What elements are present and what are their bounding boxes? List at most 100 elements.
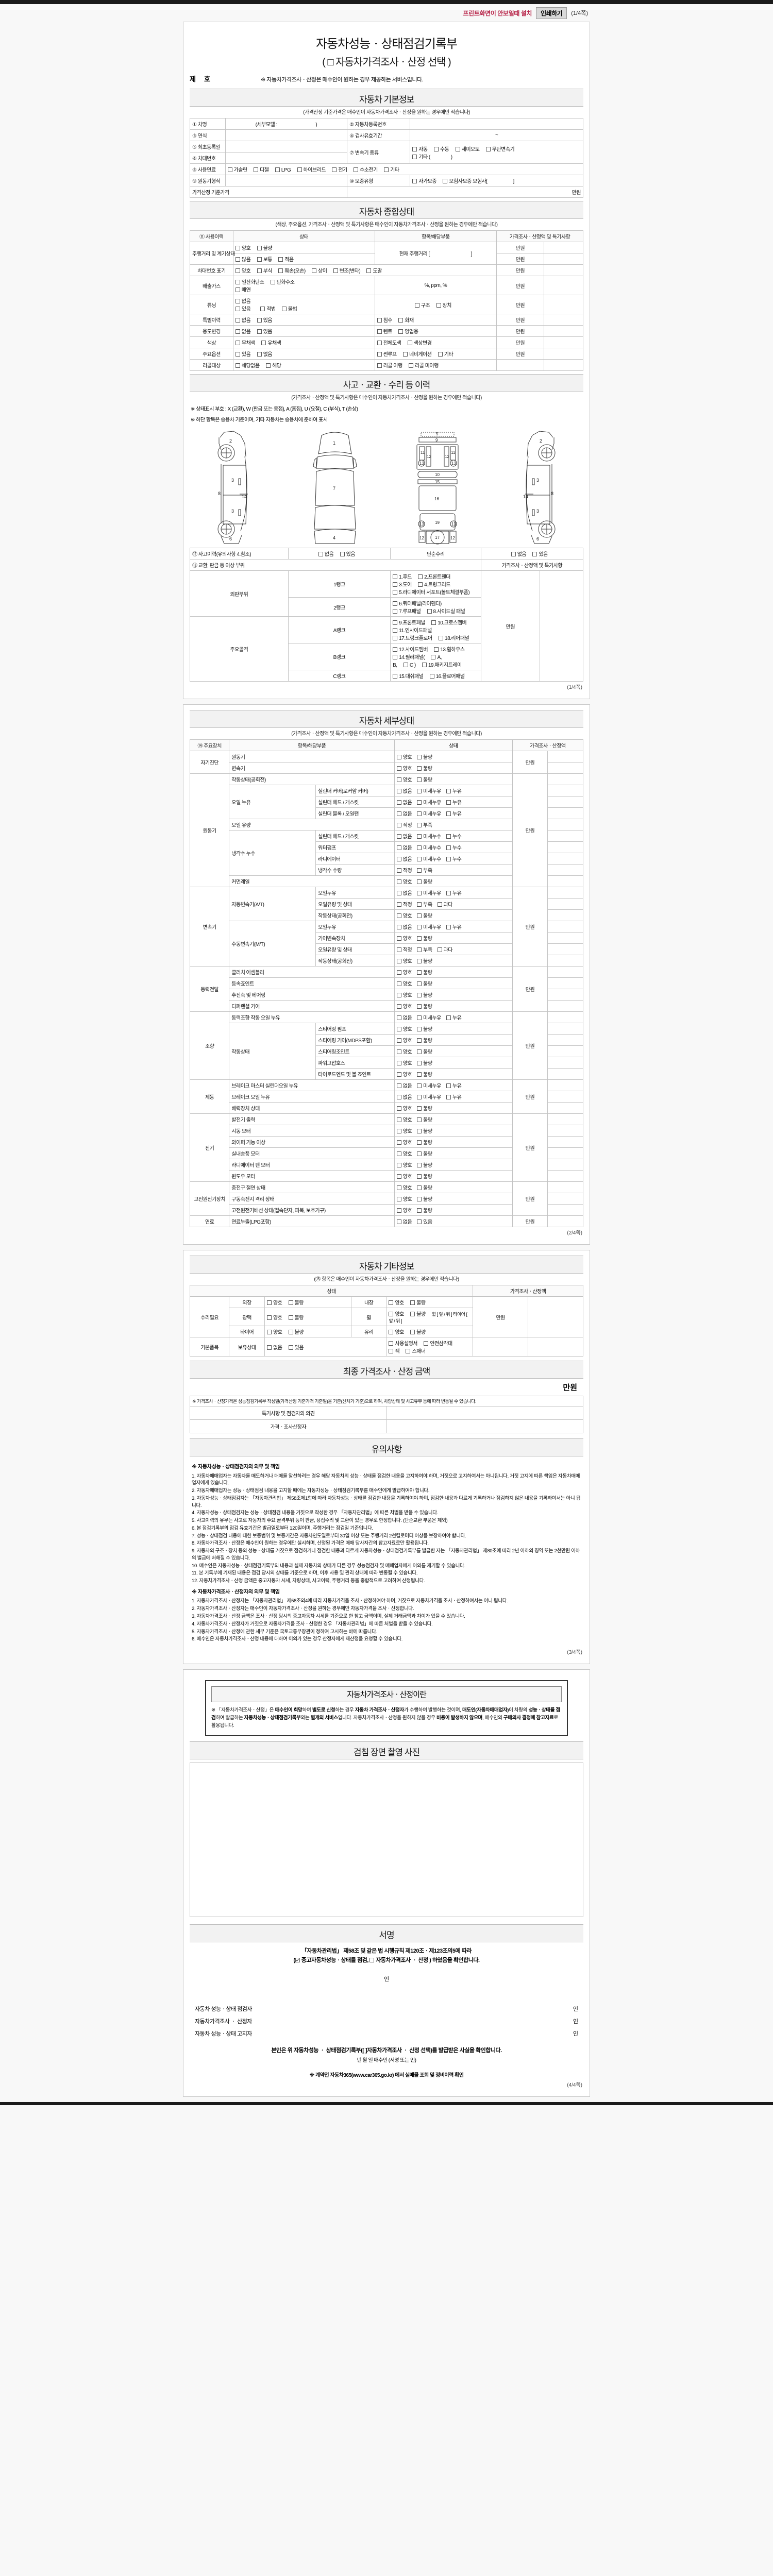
row-recall-state[interactable]: 해당없음 해당 — [232, 359, 375, 371]
checkbox-icon[interactable] — [417, 1072, 422, 1077]
detail-row-note[interactable] — [547, 989, 583, 1001]
option-양호[interactable]: 양호 — [396, 957, 412, 964]
checkbox-icon[interactable] — [446, 925, 451, 929]
detail-row-note[interactable] — [547, 1147, 583, 1159]
detail-row-note[interactable] — [547, 830, 583, 842]
row-recall-item[interactable]: 리콜 이행 리콜 미이행 — [374, 359, 497, 371]
row-mileage-state-a[interactable]: 양호 불량 — [232, 242, 375, 253]
row-mileage-note-2[interactable] — [543, 253, 584, 265]
option-과다[interactable]: 과다 — [437, 900, 452, 908]
detail-row-note[interactable] — [547, 1102, 583, 1114]
detail-row-note[interactable] — [547, 1023, 583, 1035]
checkbox-icon[interactable] — [396, 857, 401, 861]
rank-b-items[interactable]: 12.사이드멤버 13.휠하우스 14.필러패널( A, B, C ) 19.패… — [390, 643, 481, 670]
detail-state-options[interactable]: 없음 미세누유 누유 — [394, 796, 513, 808]
field-car-name-value[interactable]: (세부모델 : ) — [225, 118, 348, 130]
detail-row-note[interactable] — [547, 887, 583, 899]
detail-group-amount[interactable]: 만원 — [512, 751, 548, 774]
option-미세누수[interactable]: 미세누수 — [417, 843, 441, 851]
checkbox-icon[interactable] — [417, 970, 422, 975]
option-불량[interactable]: 불량 — [417, 1036, 432, 1044]
checkbox-icon[interactable] — [396, 1151, 401, 1156]
row-mileage-state-b[interactable]: 많음 보통 적음 — [232, 253, 375, 265]
detail-state-options[interactable]: 양호 불량 — [394, 1147, 513, 1159]
option-부족[interactable]: 부족 — [417, 945, 432, 953]
row-vin-amount[interactable]: 만원 — [496, 264, 544, 276]
row-tuning-amount[interactable]: 만원 — [496, 295, 544, 314]
option-양호[interactable]: 양호 — [396, 764, 412, 772]
row-mileage-note-1[interactable] — [543, 242, 584, 253]
detail-group-amount[interactable]: 만원 — [512, 773, 548, 887]
row-mileage-amount-1[interactable]: 만원 — [496, 242, 544, 253]
option-양호[interactable]: 양호 — [396, 979, 412, 987]
checkbox-icon[interactable] — [437, 947, 442, 952]
field-vin-value[interactable] — [225, 152, 348, 164]
detail-state-options[interactable]: 적정 부족 과다 — [394, 898, 513, 910]
detail-row-note[interactable] — [547, 1204, 583, 1216]
field-engine-type-value[interactable] — [225, 175, 348, 187]
detail-row-note[interactable] — [547, 943, 583, 955]
checkbox-icon[interactable] — [396, 902, 401, 907]
option-불량[interactable]: 불량 — [417, 979, 432, 987]
option-양호[interactable]: 양호 — [396, 753, 412, 760]
checkbox-icon[interactable] — [396, 766, 401, 771]
checkbox-icon[interactable] — [417, 936, 422, 941]
row-recall-note[interactable] — [543, 359, 584, 371]
option-양호[interactable]: 양호 — [396, 1104, 412, 1112]
checkbox-checked-icon[interactable] — [295, 1956, 300, 1965]
checkbox-icon[interactable] — [396, 1163, 401, 1167]
detail-state-options[interactable]: 양호 불량 — [394, 966, 513, 978]
checkbox-icon[interactable] — [417, 1129, 422, 1133]
option-양호[interactable]: 양호 — [396, 1195, 412, 1202]
option-누유[interactable]: 누유 — [446, 889, 462, 896]
checkbox-icon[interactable] — [417, 766, 422, 771]
detail-row-note[interactable] — [547, 1079, 583, 1091]
checkbox-icon[interactable] — [417, 811, 422, 816]
checkbox-icon[interactable] — [417, 755, 422, 759]
option-양호[interactable]: 양호 — [396, 991, 412, 998]
option-누수[interactable]: 누수 — [446, 855, 462, 862]
detail-state-options[interactable]: 양호 불량 — [394, 751, 513, 762]
detail-row-note[interactable] — [547, 1170, 583, 1182]
row-emission-state[interactable]: 일산화탄소 탄화수소 매연 — [232, 276, 375, 295]
option-미세누수[interactable]: 미세누수 — [417, 855, 441, 862]
checkbox-icon[interactable] — [396, 1185, 401, 1190]
row-usage-item[interactable]: 렌트 영업용 — [374, 325, 497, 337]
checkbox-icon[interactable] — [396, 811, 401, 816]
detail-state-options[interactable]: 양호 불량 — [394, 1159, 513, 1171]
option-없음[interactable]: 없음 — [396, 1217, 412, 1225]
print-install-note[interactable]: 프린트화면이 안보일때 설치 — [463, 9, 532, 17]
row-color-note[interactable] — [543, 336, 584, 348]
detail-state-options[interactable]: 양호 불량 — [394, 932, 513, 944]
checkbox-icon[interactable] — [396, 1004, 401, 1009]
checkbox-icon[interactable] — [446, 811, 451, 816]
option-양호[interactable]: 양호 — [396, 1206, 412, 1214]
checkbox-icon[interactable] — [396, 1049, 401, 1054]
detail-row-note[interactable] — [547, 1215, 583, 1227]
detail-state-options[interactable]: 양호 불량 — [394, 1181, 513, 1193]
checkbox-icon[interactable] — [417, 789, 422, 793]
option-불량[interactable]: 불량 — [417, 991, 432, 998]
option-없음[interactable]: 없음 — [396, 855, 412, 862]
checkbox-icon[interactable] — [396, 925, 401, 929]
option-없음[interactable]: 없음 — [396, 787, 412, 794]
detail-state-options[interactable]: 양호 불량 — [394, 1000, 513, 1012]
option-미세누수[interactable]: 미세누수 — [417, 832, 441, 840]
row-usage-note[interactable] — [543, 325, 584, 337]
option-누수[interactable]: 누수 — [446, 843, 462, 851]
detail-state-options[interactable]: 적정 부족 — [394, 864, 513, 876]
checkbox-icon[interactable] — [417, 1197, 422, 1201]
photo-placeholder-area[interactable] — [190, 1762, 583, 1917]
signature-seal-assessor[interactable]: 인 — [573, 2019, 578, 2025]
detail-row-note[interactable] — [547, 1159, 583, 1171]
row-mileage-item[interactable]: 현재 주행거리 [] — [374, 242, 497, 265]
option-없음[interactable]: 없음 — [396, 798, 412, 806]
checkbox-icon[interactable] — [417, 891, 422, 895]
checkbox-icon[interactable] — [417, 857, 422, 861]
checkbox-icon[interactable] — [417, 800, 422, 805]
option-적정[interactable]: 적정 — [396, 900, 412, 908]
checkbox-icon[interactable] — [446, 1015, 451, 1020]
checkbox-icon[interactable] — [417, 1140, 422, 1145]
simple-repair-opts[interactable]: 없음 있음 — [480, 548, 584, 560]
checkbox-icon[interactable] — [417, 981, 422, 986]
